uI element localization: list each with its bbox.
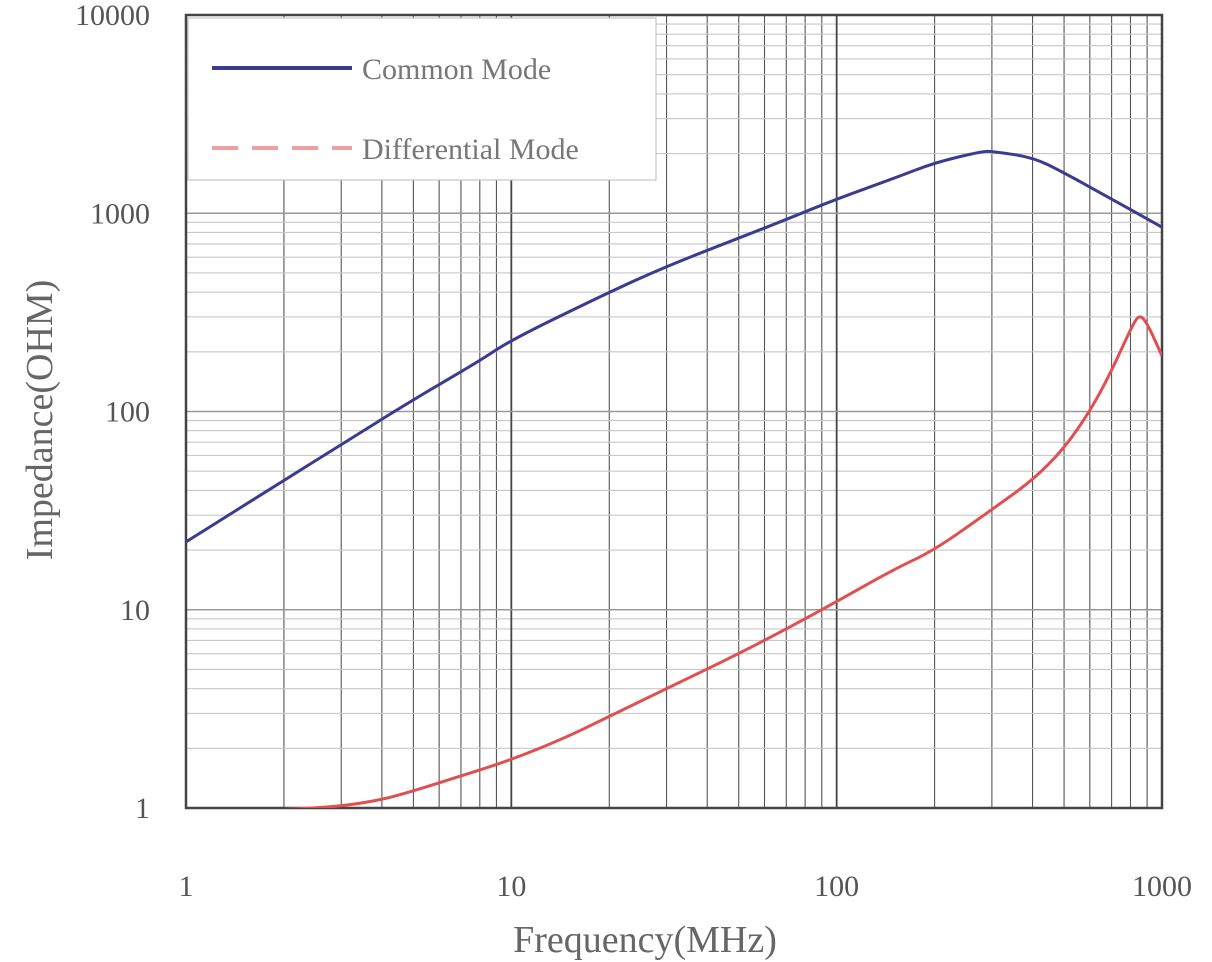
legend-label-common-mode: Common Mode bbox=[362, 53, 551, 86]
legend-box bbox=[187, 17, 657, 181]
y-tick-label: 1000 bbox=[90, 197, 150, 230]
legend: Common Mode Differential Mode bbox=[187, 17, 657, 181]
series-layer bbox=[186, 149, 1162, 808]
y-tick-label: 10000 bbox=[75, 0, 150, 32]
series-line-differential-mode bbox=[281, 315, 1162, 808]
x-tick-label: 1 bbox=[179, 870, 194, 903]
y-tick-label: 1 bbox=[135, 792, 150, 825]
y-tick-labels: 1 10 100 1000 10000 bbox=[75, 0, 150, 825]
y-axis-title: Impedance(OHM) bbox=[19, 280, 61, 561]
x-tick-label: 1000 bbox=[1132, 870, 1192, 903]
x-tick-label: 10 bbox=[496, 870, 526, 903]
y-tick-label: 10 bbox=[120, 594, 150, 627]
plot-frame bbox=[184, 13, 1164, 810]
series-line-common-mode bbox=[186, 149, 1162, 544]
legend-label-differential-mode: Differential Mode bbox=[362, 133, 579, 166]
x-tick-labels: 1 10 100 1000 bbox=[179, 870, 1193, 903]
x-axis-title: Frequency(MHz) bbox=[513, 919, 777, 961]
y-tick-label: 100 bbox=[105, 396, 150, 429]
x-tick-label: 100 bbox=[814, 870, 859, 903]
